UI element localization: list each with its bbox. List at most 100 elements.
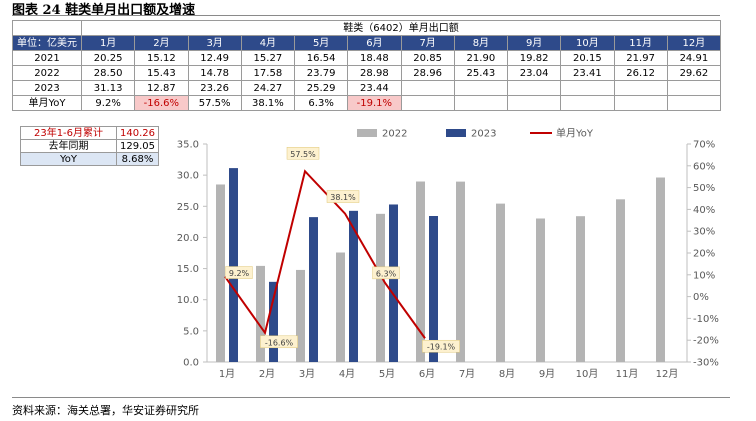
table-cell: 28.96 bbox=[400, 65, 455, 81]
table-cell: 21.97 bbox=[613, 50, 668, 66]
table-cell: 24.27 bbox=[240, 80, 296, 96]
right-tick-label: -30% bbox=[693, 358, 719, 369]
x-tick-label: 6月 bbox=[419, 368, 435, 380]
footer-divider bbox=[12, 397, 730, 398]
summary-label: 去年同期 bbox=[20, 139, 117, 153]
yoy-data-label: -16.6% bbox=[265, 338, 294, 347]
table-cell: 57.5% bbox=[187, 95, 242, 111]
table-cell: -16.6% bbox=[134, 95, 189, 111]
table-cell: 25.43 bbox=[453, 65, 509, 81]
table-cell: 21.90 bbox=[453, 50, 509, 66]
bar-2023 bbox=[269, 281, 278, 362]
bar-2022 bbox=[376, 213, 385, 362]
month-header: 5月 bbox=[293, 35, 349, 51]
table-cell: 20.25 bbox=[80, 50, 136, 66]
table-row: 单月YoY 9.2% -16.6% 57.5% 38.1% 6.3% -19.1% bbox=[12, 95, 722, 111]
table-cell: 28.98 bbox=[347, 65, 402, 81]
bar-2023 bbox=[429, 216, 438, 362]
right-tick-label: 50% bbox=[693, 183, 715, 194]
yoy-data-label: 38.1% bbox=[330, 193, 356, 202]
summary-row: 去年同期 129.05 bbox=[20, 139, 159, 153]
left-tick-label: 20.0 bbox=[177, 233, 199, 244]
table-cell: 23.04 bbox=[506, 65, 562, 81]
table-cell: 25.29 bbox=[293, 80, 349, 96]
table-cell: 15.12 bbox=[134, 50, 189, 66]
table-cell: 20.15 bbox=[560, 50, 615, 66]
yoy-data-label: 57.5% bbox=[290, 150, 316, 159]
yoy-label-box bbox=[225, 266, 253, 279]
month-header: 2月 bbox=[134, 35, 189, 51]
left-tick-label: 5.0 bbox=[183, 326, 199, 337]
left-tick-label: 35.0 bbox=[177, 140, 199, 151]
month-header: 4月 bbox=[240, 35, 296, 51]
left-tick-label: 30.0 bbox=[177, 171, 199, 182]
table-cell bbox=[560, 80, 615, 96]
bar-2023 bbox=[389, 204, 398, 362]
left-tick-label: 25.0 bbox=[177, 202, 199, 213]
table-cell: 19.82 bbox=[506, 50, 562, 66]
yoy-label-box bbox=[260, 335, 298, 349]
month-header: 11月 bbox=[613, 35, 668, 51]
month-header: 7月 bbox=[400, 35, 455, 51]
right-tick-label: 20% bbox=[693, 249, 715, 260]
yoy-line bbox=[224, 169, 426, 339]
left-tick-label: 10.0 bbox=[177, 295, 199, 306]
table-caption: 鞋类（6402）单月出口额 bbox=[80, 20, 722, 36]
x-tick-label: 4月 bbox=[339, 368, 355, 380]
table-cell bbox=[613, 95, 668, 111]
figure-title: 图表 24 鞋类单月出口额及增速 bbox=[12, 3, 196, 18]
cumulative-table: 23年1-6月累计 140.26 去年同期 129.05 YoY 8.68% bbox=[20, 126, 159, 166]
table-cell: 23.41 bbox=[560, 65, 615, 81]
table-cell bbox=[506, 80, 562, 96]
month-header: 10月 bbox=[560, 35, 615, 51]
table-cell bbox=[453, 95, 509, 111]
legend-label-2022: 2022 bbox=[382, 129, 407, 140]
x-tick-label: 1月 bbox=[219, 368, 235, 380]
x-tick-label: 3月 bbox=[299, 368, 315, 380]
left-tick-label: 15.0 bbox=[177, 264, 199, 275]
table-cell: 38.1% bbox=[240, 95, 296, 111]
bar-2022 bbox=[456, 181, 465, 362]
table-cell: 15.27 bbox=[240, 50, 296, 66]
table-header-row: 单位：亿美元 1月 2月 3月 4月 5月 6月 7月 8月 9月 10月 11月 12月 bbox=[12, 35, 722, 51]
month-header: 6月 bbox=[347, 35, 402, 51]
x-tick-label: 5月 bbox=[379, 368, 395, 380]
export-chart: 0.0 5.0 10.0 15.0 20.0 25.0 30.0 35.0 -30% -20% -1… bbox=[177, 128, 719, 381]
summary-value: 140.26 bbox=[116, 126, 159, 140]
bar-2023 bbox=[349, 210, 358, 362]
table-cell: 6.3% bbox=[293, 95, 349, 111]
table-cell bbox=[666, 80, 722, 96]
x-tick-label: 2月 bbox=[259, 368, 275, 380]
month-header: 1月 bbox=[80, 35, 136, 51]
table-cell: 18.48 bbox=[347, 50, 402, 66]
table-cell: 24.91 bbox=[666, 50, 722, 66]
yoy-label-box bbox=[326, 190, 360, 203]
month-header: 9月 bbox=[506, 35, 562, 51]
table-cell: 26.12 bbox=[613, 65, 668, 81]
left-tick-label: 0.0 bbox=[183, 358, 199, 369]
legend-swatch-2022 bbox=[357, 129, 377, 137]
monthly-export-table: 鞋类（6402）单月出口额 单位：亿美元 1月 2月 3月 4月 5月 6月 7月 8月 9月 10月… bbox=[12, 20, 722, 111]
table-row: 2023 31.13 12.87 23.26 24.27 25.29 23.44 bbox=[12, 80, 722, 96]
table-cell: 28.50 bbox=[80, 65, 136, 81]
table-cell: 31.13 bbox=[80, 80, 136, 96]
row-label: 2023 bbox=[12, 80, 82, 96]
legend-swatch-2023 bbox=[446, 129, 466, 137]
summary-value: 8.68% bbox=[116, 152, 159, 166]
row-label: 单月YoY bbox=[12, 95, 82, 111]
table-cell: 9.2% bbox=[80, 95, 136, 111]
bar-2022 bbox=[656, 177, 665, 362]
yoy-label-box bbox=[286, 147, 320, 160]
right-tick-label: 30% bbox=[693, 227, 715, 238]
bar-2022 bbox=[416, 181, 425, 362]
yoy-data-label: -19.1% bbox=[427, 343, 456, 352]
bar-2022 bbox=[576, 216, 585, 362]
table-row: 2022 28.50 15.43 14.78 17.58 23.79 28.98 28.96 2… bbox=[12, 65, 722, 81]
right-tick-label: -10% bbox=[693, 314, 719, 325]
month-header: 3月 bbox=[187, 35, 242, 51]
bar-2023 bbox=[229, 168, 238, 362]
table-cell: 12.87 bbox=[134, 80, 189, 96]
yoy-label-box bbox=[372, 266, 400, 280]
table-cell: 15.43 bbox=[134, 65, 189, 81]
summary-label: YoY bbox=[20, 152, 117, 166]
